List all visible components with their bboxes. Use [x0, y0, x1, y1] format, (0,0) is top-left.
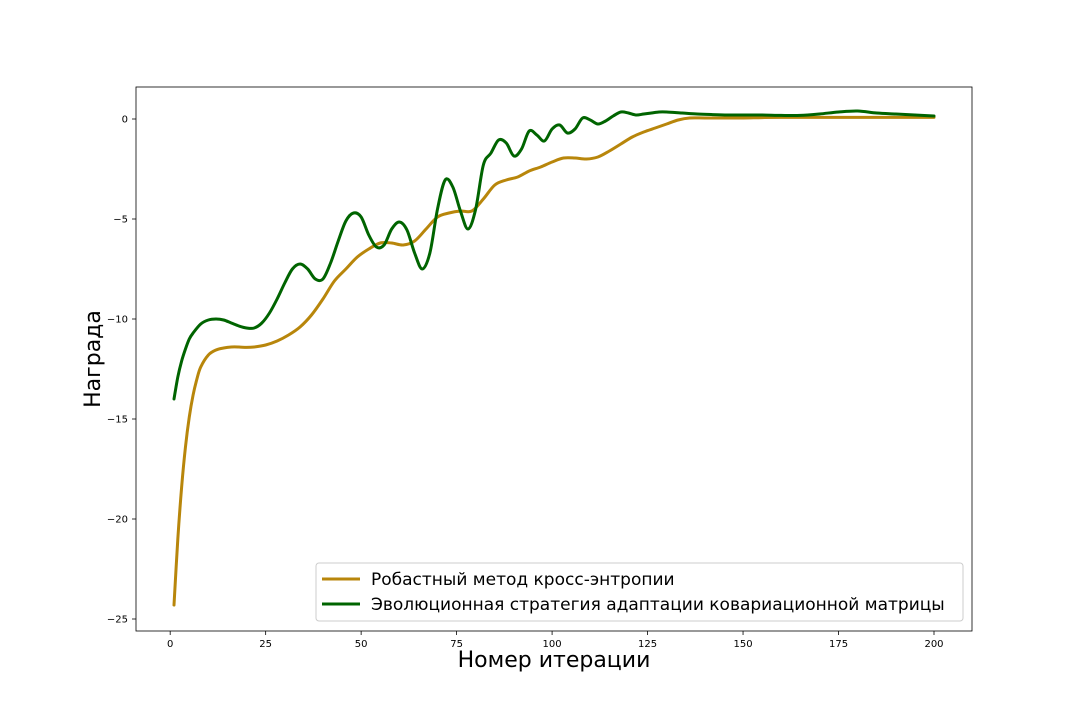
legend: Робастный метод кросс-энтропии Эволюцион…: [315, 562, 964, 622]
y-axis-label: Награда: [81, 310, 106, 408]
x-tick-label: 200: [924, 639, 943, 650]
series-lines: [172, 109, 936, 607]
x-tick-label: 0: [167, 639, 173, 650]
y-axis-ticks: 0 −5 −10 −15 −20 −25: [107, 115, 136, 626]
y-tick-label: −15: [107, 415, 128, 426]
x-axis-label: Номер итерации: [458, 648, 651, 673]
x-tick-label: 75: [450, 639, 463, 650]
series-line-robust-cem: [172, 115, 936, 607]
legend-label-cma-es: Эволюционная стратегия адаптации ковариа…: [371, 595, 945, 615]
y-tick-label: −5: [113, 215, 128, 226]
y-tick-label: −20: [107, 515, 128, 526]
x-tick-label: 125: [638, 639, 657, 650]
y-tick-label: 0: [122, 115, 128, 126]
x-tick-label: 175: [829, 639, 848, 650]
x-tick-label: 150: [733, 639, 752, 650]
plot-area: [135, 86, 973, 632]
y-tick-label: −10: [107, 315, 128, 326]
x-tick-label: 50: [355, 639, 368, 650]
legend-label-robust-cem: Робастный метод кросс-энтропии: [371, 570, 675, 590]
x-axis-ticks: 0 25 50 75 100 125 150 175 200: [167, 631, 944, 650]
y-tick-label: −25: [107, 615, 128, 626]
series-line-cma-es: [172, 109, 936, 401]
legend-box: [315, 562, 964, 622]
x-tick-label: 25: [259, 639, 272, 650]
x-tick-label: 100: [543, 639, 562, 650]
